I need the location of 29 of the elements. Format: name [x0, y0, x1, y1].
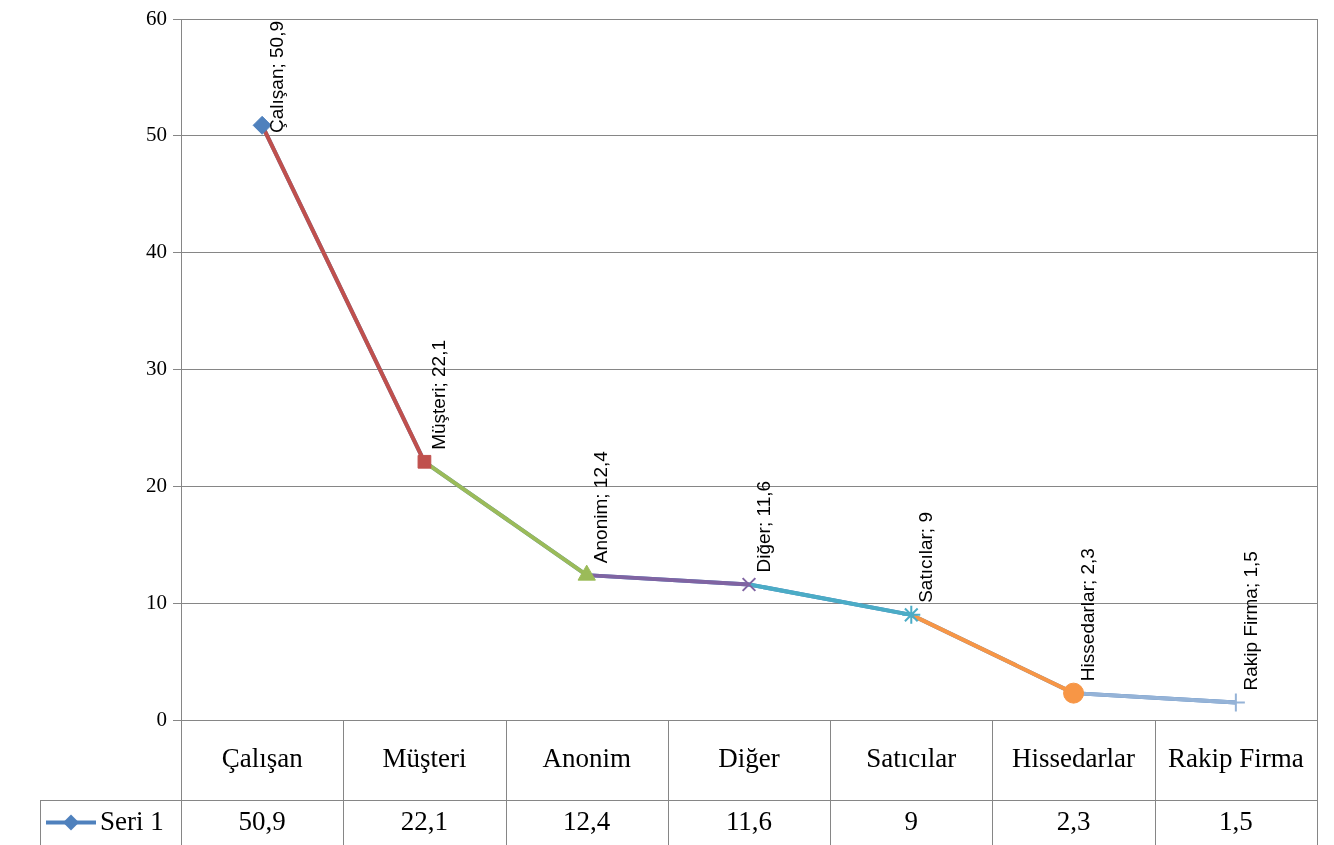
annotation: Satıcılar; 9 [915, 512, 937, 603]
x-tick-label: Rakip Firma [1167, 743, 1304, 774]
annotation: Müşteri; 22,1 [428, 339, 450, 450]
x-tick-label: Hissedarlar [1012, 743, 1136, 774]
data-label: 9 [904, 805, 919, 836]
y-tick-label: 40 [146, 239, 167, 264]
annotation: Anonim; 12,4 [590, 450, 612, 564]
annotation: Rakip Firma; 1,5 [1239, 551, 1261, 691]
x-tick-label: Anonim [542, 743, 631, 774]
y-tick-label: 30 [146, 356, 167, 381]
y-tick-label: 60 [146, 5, 167, 30]
data-label: 2,3 [1056, 805, 1091, 836]
y-tick-label: 20 [146, 472, 167, 497]
legend-label: Seri 1 [100, 805, 164, 836]
x-tick-label: Satıcılar [866, 743, 957, 774]
data-label: 22,1 [400, 805, 449, 836]
data-label: 12,4 [563, 805, 611, 836]
annotation: Hissedarlar; 2,3 [1077, 548, 1099, 682]
y-tick-label: 50 [146, 122, 167, 147]
y-tick-label: 10 [146, 589, 167, 614]
x-tick-label: Müşteri [382, 743, 467, 774]
data-label: 50,9 [238, 805, 286, 836]
x-tick-label: Diğer [718, 743, 780, 774]
y-tick-label: 0 [156, 706, 167, 731]
data-label: 1,5 [1218, 805, 1253, 836]
annotation: Diğer; 11,6 [752, 480, 774, 573]
data-label: 11,6 [725, 805, 773, 836]
x-tick-label: Çalışan [221, 743, 304, 774]
annotation: Çalışan; 50,9 [265, 20, 287, 133]
